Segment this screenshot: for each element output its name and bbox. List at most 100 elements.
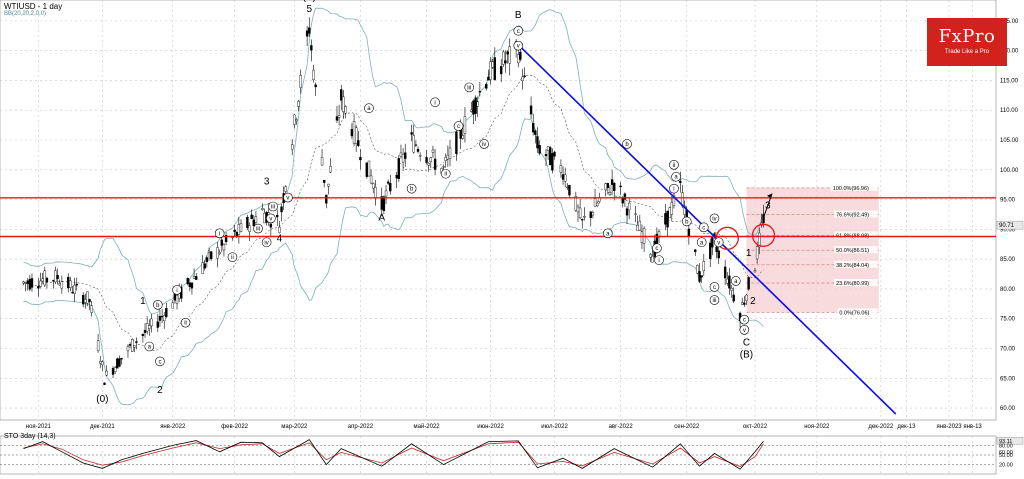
y-tick-label: 60.00 xyxy=(1000,406,1016,412)
candle-body xyxy=(96,340,100,351)
wave-label-circled: c xyxy=(517,29,520,35)
candle-body xyxy=(429,157,433,162)
wave-label-circled: a xyxy=(148,344,152,350)
wave-label-circled: c xyxy=(743,318,746,324)
candle-body xyxy=(478,91,482,93)
candle-body xyxy=(463,116,467,134)
candle-body xyxy=(120,357,123,360)
candle-body xyxy=(536,136,539,149)
x-tick-label: ноя-2022 xyxy=(804,424,830,430)
candle-body xyxy=(508,46,511,64)
wave-label-circle xyxy=(153,299,163,310)
candle-body xyxy=(254,216,258,223)
x-tick-label: июл-2022 xyxy=(541,424,568,430)
candle-body xyxy=(531,123,535,133)
wave-label-circle xyxy=(261,237,272,248)
candle-body xyxy=(472,100,475,115)
wave-label-circle xyxy=(283,192,293,203)
candle-body xyxy=(276,214,279,218)
y-tick-label: 90.00 xyxy=(1000,227,1016,233)
wave-label-circled: a xyxy=(367,106,371,112)
candle-body xyxy=(487,76,490,81)
candle-body xyxy=(248,225,251,232)
candle-body xyxy=(337,115,341,118)
candle-body xyxy=(280,206,283,213)
candle-body xyxy=(369,175,373,184)
candle-body xyxy=(404,152,407,159)
candle-body xyxy=(598,197,601,202)
candle-body xyxy=(372,183,375,189)
candle-body xyxy=(45,277,49,283)
candle-body xyxy=(278,226,281,233)
candle-body xyxy=(553,151,556,157)
candle-body xyxy=(389,182,392,192)
candle-body xyxy=(342,96,345,113)
candle-body xyxy=(461,135,465,139)
candle-body xyxy=(549,147,552,166)
wave-label-circle xyxy=(709,295,720,305)
wave-label-circle xyxy=(227,252,238,262)
candle-body xyxy=(502,51,505,65)
candle-body xyxy=(702,261,706,272)
wave-label-circled: c xyxy=(702,225,705,231)
wave-label-circled: iii xyxy=(256,227,260,233)
wave-label-circled: v xyxy=(286,196,289,202)
candle-body xyxy=(448,147,452,159)
candle-body xyxy=(99,361,102,364)
candle-body xyxy=(269,223,273,228)
candle-body xyxy=(726,278,729,284)
y-tick-label: 65.00 xyxy=(1000,376,1016,382)
wave-label-circled: v xyxy=(717,240,720,246)
wave-label-circled: c xyxy=(457,124,460,130)
candle-body xyxy=(604,183,607,191)
bollinger-upper-band xyxy=(23,7,764,315)
wave-label-circled: i xyxy=(673,187,674,193)
candle-body xyxy=(239,223,243,232)
wave-label-circle xyxy=(709,213,720,224)
x-tick-label: июн-2022 xyxy=(477,424,504,430)
candle-body xyxy=(741,302,744,305)
candle-body xyxy=(305,30,309,37)
wave-label-circle xyxy=(654,255,664,265)
wave-label-circle xyxy=(731,276,741,286)
candle-body xyxy=(327,183,330,187)
fib-label-bg xyxy=(834,246,878,254)
x-tick-label: авг-2022 xyxy=(609,424,634,430)
candle-body xyxy=(340,89,343,101)
wave-label-circle xyxy=(364,103,374,114)
candle-body xyxy=(113,367,117,372)
candle-body xyxy=(299,75,302,88)
x-tick-label: дек-2022 xyxy=(868,424,893,430)
stochastic-readout: 93.11 xyxy=(999,439,1012,445)
wave-label-circled: ii xyxy=(184,321,187,327)
candle-body xyxy=(753,270,757,273)
candle-body xyxy=(111,367,115,375)
candle-body xyxy=(743,302,746,305)
candle-body xyxy=(546,146,550,151)
stochastic-readout: 50.00 xyxy=(999,453,1013,459)
candle-body xyxy=(39,280,42,287)
wave-label-circled: iv xyxy=(712,216,716,222)
x-tick-label: янв-13 xyxy=(963,424,982,430)
candle-body xyxy=(69,280,72,288)
candle-body xyxy=(401,154,405,163)
x-tick-label: ноя-2021 xyxy=(26,424,52,430)
candle-body xyxy=(670,202,674,215)
candle-body xyxy=(218,252,221,254)
candle-body xyxy=(709,242,712,259)
candle-body xyxy=(41,278,44,282)
candle-body xyxy=(325,194,328,204)
candle-body xyxy=(521,76,524,82)
candle-body xyxy=(118,358,121,367)
fxpro-logo: FxPro Trade Like a Pro xyxy=(927,18,1007,66)
stochastic-readout: 60.00 xyxy=(999,450,1013,456)
candle-body xyxy=(504,60,507,64)
wave-label: 2 xyxy=(750,296,756,307)
candle-body xyxy=(442,166,445,168)
candle-body xyxy=(220,239,224,246)
candle-body xyxy=(81,294,85,305)
candle-body xyxy=(397,158,401,180)
forecast-arrowhead xyxy=(767,193,773,199)
candle-body xyxy=(216,247,219,259)
